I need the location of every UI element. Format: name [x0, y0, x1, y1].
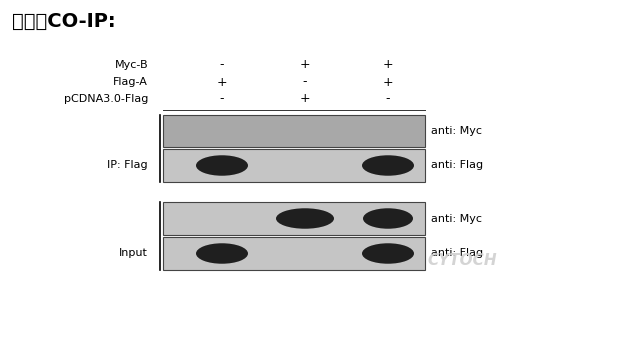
- Text: +: +: [383, 76, 394, 89]
- Bar: [163, 202, 425, 235]
- Text: Myc-B: Myc-B: [115, 60, 148, 70]
- Text: pCDNA3.0-Flag: pCDNA3.0-Flag: [63, 94, 148, 104]
- Bar: [163, 115, 425, 147]
- Text: -: -: [303, 76, 307, 89]
- Text: CYTOCH: CYTOCH: [427, 253, 497, 268]
- Text: +: +: [300, 58, 310, 72]
- Ellipse shape: [363, 208, 413, 229]
- Text: -: -: [386, 93, 390, 105]
- Text: anti: Myc: anti: Myc: [431, 126, 482, 136]
- Text: anti: Flag: anti: Flag: [431, 161, 483, 171]
- Text: anti: Myc: anti: Myc: [431, 213, 482, 224]
- Text: -: -: [220, 93, 224, 105]
- Text: Flag-A: Flag-A: [113, 77, 148, 87]
- Text: +: +: [383, 58, 394, 72]
- Ellipse shape: [196, 243, 248, 264]
- Text: 外源性CO-IP:: 外源性CO-IP:: [12, 12, 116, 31]
- Ellipse shape: [196, 155, 248, 176]
- Text: +: +: [300, 93, 310, 105]
- Text: Input: Input: [119, 248, 148, 258]
- Bar: [163, 237, 425, 270]
- Ellipse shape: [276, 208, 334, 229]
- Text: -: -: [220, 58, 224, 72]
- Text: +: +: [217, 76, 227, 89]
- Bar: [163, 149, 425, 182]
- Ellipse shape: [362, 243, 414, 264]
- Text: anti: Flag: anti: Flag: [431, 248, 483, 258]
- Ellipse shape: [362, 155, 414, 176]
- Text: IP: Flag: IP: Flag: [108, 160, 148, 170]
